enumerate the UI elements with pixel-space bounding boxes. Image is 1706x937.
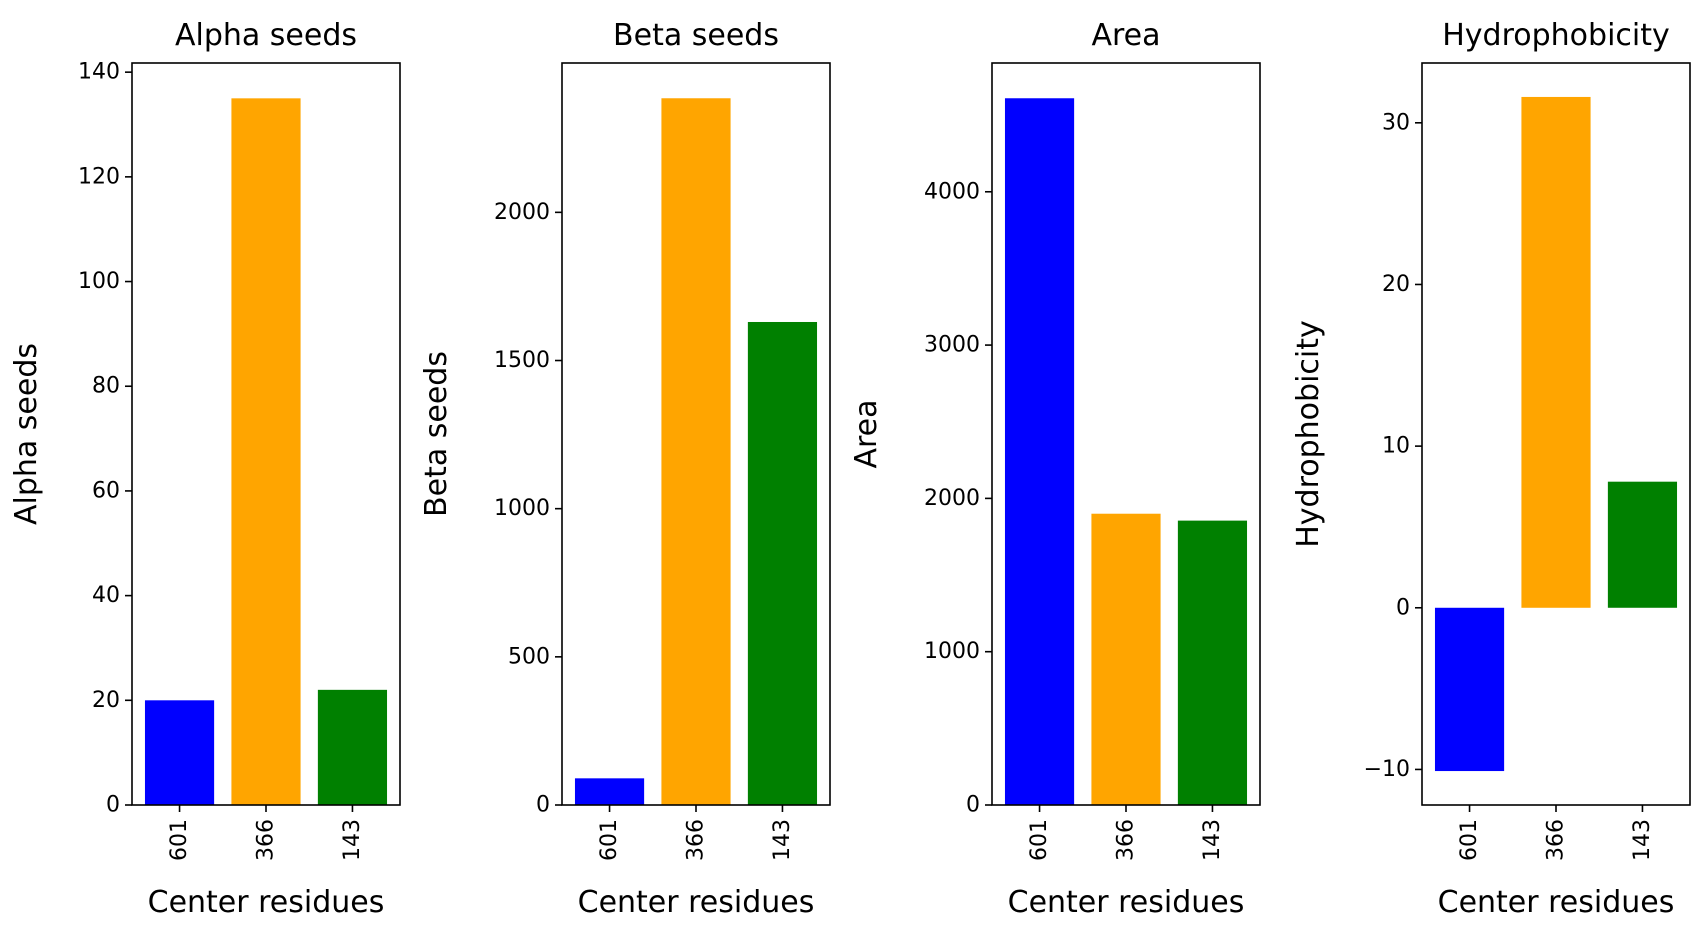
x-axis-label: Center residues bbox=[1438, 885, 1675, 920]
x-tick-label: 366 bbox=[1544, 819, 1569, 861]
x-tick-label: 601 bbox=[167, 819, 192, 861]
bar-366 bbox=[661, 98, 731, 806]
chart-panel-area: Area Area Center residues 0 1000 2000 3000 4… bbox=[849, 18, 1261, 920]
bar-601 bbox=[1004, 98, 1075, 806]
x-tick-label: 143 bbox=[770, 819, 795, 861]
chart-title: Hydrophobicity bbox=[1442, 18, 1670, 53]
y-tick-label: 0 bbox=[536, 793, 550, 818]
y-tick-label: 40 bbox=[92, 583, 120, 608]
x-tick-label: 143 bbox=[1200, 819, 1225, 861]
y-tick-label: 120 bbox=[78, 164, 120, 189]
y-tick-label: 100 bbox=[78, 269, 120, 294]
y-tick-label: 80 bbox=[92, 374, 120, 399]
y-tick-label: 1500 bbox=[494, 348, 550, 373]
x-axis-label: Center residues bbox=[578, 885, 815, 920]
y-axis-label: Area bbox=[849, 399, 884, 468]
bar-143 bbox=[317, 689, 388, 805]
y-tick-label: 500 bbox=[508, 644, 550, 669]
x-tick-label: 366 bbox=[684, 819, 709, 861]
bar-601 bbox=[1434, 607, 1505, 772]
chart-panel-hydrophobicity: Hydrophobicity Hydrophobicity Center res… bbox=[1291, 18, 1691, 920]
x-tick-label: 601 bbox=[597, 819, 622, 861]
y-tick-label: 0 bbox=[966, 793, 980, 818]
y-tick-label: 3000 bbox=[924, 333, 980, 358]
x-tick-label: 366 bbox=[1114, 819, 1139, 861]
y-tick-label: 1000 bbox=[924, 639, 980, 664]
x-tick-label: 601 bbox=[1457, 819, 1482, 861]
y-tick-label: 1000 bbox=[494, 496, 550, 521]
y-tick-label: −10 bbox=[1364, 757, 1410, 782]
chart-title: Alpha seeds bbox=[175, 18, 357, 53]
y-tick-label: 60 bbox=[92, 478, 120, 503]
bar-143 bbox=[1607, 481, 1678, 608]
y-tick-label: 140 bbox=[78, 60, 120, 85]
y-tick-label: 20 bbox=[92, 688, 120, 713]
chart-title: Area bbox=[1091, 18, 1160, 53]
y-tick-label: 0 bbox=[1396, 595, 1410, 620]
y-axis-label: Hydrophobicity bbox=[1291, 320, 1326, 548]
y-tick-label: 30 bbox=[1382, 110, 1410, 135]
bar-366 bbox=[1521, 96, 1591, 608]
chart-title: Beta seeds bbox=[613, 18, 779, 53]
bar-601 bbox=[574, 778, 645, 805]
chart-panel-beta-seeds: Beta seeds Beta seeds Center residues 0 5… bbox=[419, 18, 831, 920]
bar-601 bbox=[144, 700, 215, 805]
y-tick-label: 4000 bbox=[924, 179, 980, 204]
x-axis-label: Center residues bbox=[1008, 885, 1245, 920]
y-tick-label: 2000 bbox=[494, 200, 550, 225]
bar-143 bbox=[747, 321, 818, 805]
bar-143 bbox=[1177, 520, 1248, 805]
bars bbox=[1434, 96, 1678, 772]
y-tick-label: 10 bbox=[1382, 434, 1410, 459]
x-tick-label: 601 bbox=[1027, 819, 1052, 861]
bars bbox=[1004, 98, 1248, 806]
y-axis-label: Alpha seeds bbox=[9, 343, 44, 525]
bar-366 bbox=[231, 98, 301, 806]
x-axis-label: Center residues bbox=[148, 885, 385, 920]
bars bbox=[144, 98, 388, 806]
x-tick-label: 143 bbox=[1630, 819, 1655, 861]
y-tick-label: 20 bbox=[1382, 272, 1410, 297]
y-axis-label: Beta seeds bbox=[419, 351, 454, 517]
chart-panel-alpha-seeds: Alpha seeds Alpha seeds Center residues … bbox=[9, 18, 401, 920]
bar-366 bbox=[1091, 513, 1161, 805]
x-tick-label: 143 bbox=[340, 819, 365, 861]
x-tick-label: 366 bbox=[254, 819, 279, 861]
bars bbox=[574, 98, 818, 806]
y-tick-label: 0 bbox=[106, 793, 120, 818]
y-tick-label: 2000 bbox=[924, 486, 980, 511]
